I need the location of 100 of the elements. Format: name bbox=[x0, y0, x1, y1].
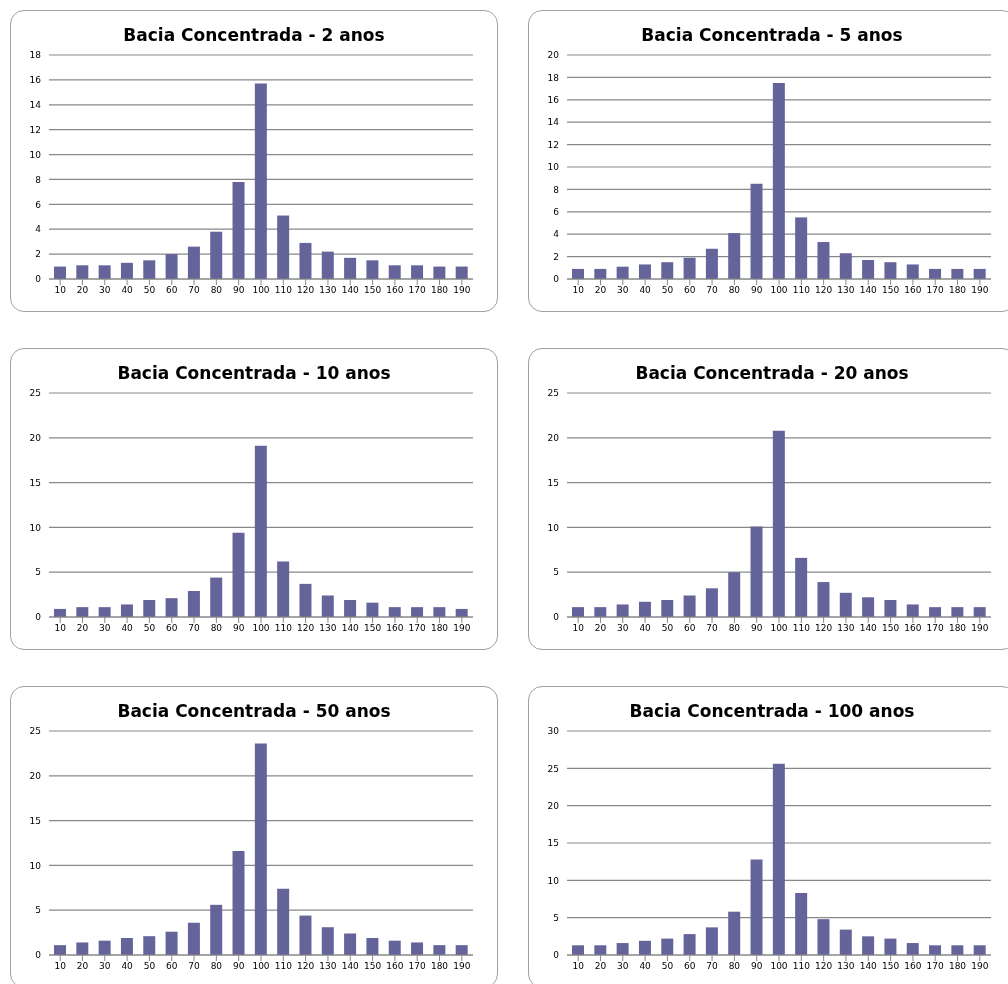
y-tick-label: 12 bbox=[547, 139, 559, 150]
bar bbox=[366, 260, 379, 279]
bar bbox=[277, 215, 290, 279]
x-tick-label: 150 bbox=[363, 623, 382, 634]
bar bbox=[388, 265, 401, 279]
bar bbox=[929, 945, 942, 955]
y-tick-label: 2 bbox=[35, 249, 41, 260]
bar bbox=[366, 602, 379, 617]
bar bbox=[388, 607, 401, 617]
bar bbox=[929, 607, 942, 617]
y-tick-label: 10 bbox=[29, 149, 42, 160]
x-tick-label: 30 bbox=[617, 285, 629, 296]
x-tick-label: 130 bbox=[837, 961, 855, 972]
x-tick-label: 60 bbox=[684, 623, 696, 634]
bar bbox=[661, 262, 674, 279]
bar bbox=[98, 940, 111, 955]
x-tick-label: 110 bbox=[274, 285, 293, 296]
x-tick-label: 40 bbox=[121, 961, 134, 972]
y-tick-label: 14 bbox=[29, 99, 42, 110]
bar bbox=[705, 588, 718, 617]
chart-title: Bacia Concentrada - 100 anos bbox=[628, 701, 916, 723]
x-tick-label: 50 bbox=[661, 285, 674, 296]
y-tick-label: 5 bbox=[553, 567, 559, 578]
bar bbox=[254, 445, 267, 617]
x-tick-label: 70 bbox=[188, 623, 201, 634]
bar bbox=[299, 242, 312, 279]
y-tick-label: 20 bbox=[547, 432, 560, 443]
bar bbox=[772, 83, 785, 279]
x-tick-label: 90 bbox=[750, 961, 763, 972]
y-tick-label: 15 bbox=[29, 477, 41, 488]
x-tick-label: 150 bbox=[363, 961, 382, 972]
bar bbox=[411, 265, 424, 279]
y-tick-label: 15 bbox=[29, 815, 41, 826]
bar bbox=[411, 607, 424, 617]
y-tick-label: 30 bbox=[547, 726, 560, 737]
bar bbox=[638, 940, 651, 955]
x-tick-label: 110 bbox=[274, 623, 293, 634]
bar bbox=[951, 945, 964, 955]
bar bbox=[388, 940, 401, 955]
bar bbox=[817, 919, 830, 955]
y-tick-label: 15 bbox=[547, 838, 559, 849]
x-tick-label: 70 bbox=[706, 285, 719, 296]
x-tick-label: 140 bbox=[341, 961, 360, 972]
bar bbox=[728, 572, 741, 617]
y-tick-label: 18 bbox=[29, 50, 42, 61]
x-tick-label: 100 bbox=[770, 623, 788, 634]
y-tick-label: 25 bbox=[29, 388, 41, 399]
x-tick-label: 170 bbox=[926, 285, 945, 296]
bar bbox=[906, 604, 919, 617]
x-tick-label: 130 bbox=[319, 623, 337, 634]
bar bbox=[795, 217, 808, 279]
bar bbox=[661, 599, 674, 617]
y-tick-label: 0 bbox=[553, 612, 560, 623]
x-tick-label: 140 bbox=[859, 623, 878, 634]
y-tick-label: 15 bbox=[547, 477, 559, 488]
y-tick-label: 4 bbox=[553, 229, 560, 240]
x-tick-label: 180 bbox=[948, 961, 967, 972]
y-tick-label: 16 bbox=[547, 94, 560, 105]
y-tick-label: 20 bbox=[547, 50, 560, 61]
bar bbox=[76, 265, 89, 279]
x-tick-label: 80 bbox=[210, 285, 223, 296]
x-tick-label: 190 bbox=[971, 623, 989, 634]
x-tick-label: 170 bbox=[926, 623, 945, 634]
bar bbox=[187, 922, 200, 955]
y-tick-label: 5 bbox=[35, 905, 41, 916]
x-tick-label: 190 bbox=[453, 623, 471, 634]
bar bbox=[594, 945, 607, 955]
x-tick-label: 60 bbox=[684, 961, 696, 972]
x-tick-label: 60 bbox=[166, 285, 178, 296]
bar bbox=[232, 181, 245, 279]
bar bbox=[76, 607, 89, 617]
bar bbox=[299, 583, 312, 617]
x-tick-label: 180 bbox=[430, 623, 449, 634]
x-tick-label: 160 bbox=[386, 961, 404, 972]
x-tick-label: 150 bbox=[881, 961, 900, 972]
y-tick-label: 4 bbox=[35, 224, 42, 235]
bar bbox=[165, 598, 178, 617]
bar bbox=[817, 242, 830, 279]
x-tick-label: 70 bbox=[188, 961, 201, 972]
y-tick-label: 14 bbox=[547, 117, 560, 128]
bar bbox=[143, 599, 156, 617]
x-tick-label: 110 bbox=[274, 961, 293, 972]
x-tick-label: 130 bbox=[319, 961, 337, 972]
x-tick-label: 120 bbox=[815, 623, 833, 634]
y-tick-label: 2 bbox=[553, 251, 559, 262]
y-tick-label: 0 bbox=[35, 950, 42, 961]
bar bbox=[433, 607, 446, 617]
bar bbox=[862, 597, 875, 617]
x-tick-label: 160 bbox=[386, 285, 404, 296]
y-tick-label: 20 bbox=[29, 770, 42, 781]
y-tick-label: 20 bbox=[29, 432, 42, 443]
y-tick-label: 5 bbox=[553, 912, 559, 923]
bar bbox=[210, 577, 223, 617]
bar bbox=[120, 937, 133, 955]
x-tick-label: 50 bbox=[661, 961, 674, 972]
bar bbox=[817, 582, 830, 617]
x-tick-label: 40 bbox=[639, 285, 652, 296]
x-tick-label: 160 bbox=[386, 623, 404, 634]
bar bbox=[594, 607, 607, 617]
y-tick-label: 25 bbox=[547, 388, 559, 399]
